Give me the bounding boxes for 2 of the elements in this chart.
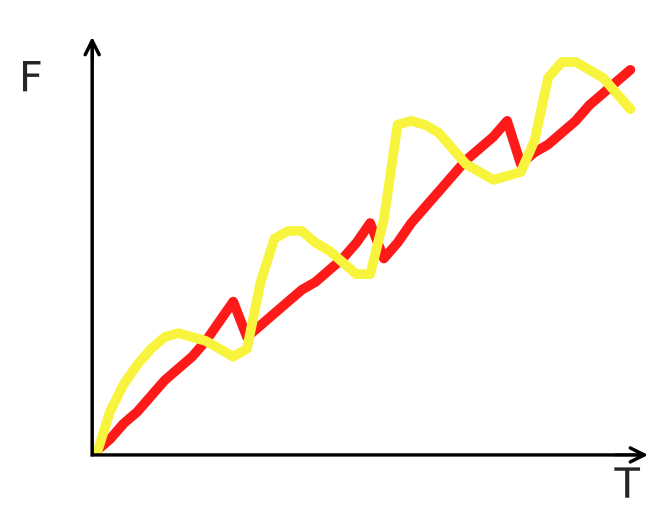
y-axis-title: F — [23, 61, 40, 92]
x-axis-title: T — [614, 467, 640, 498]
